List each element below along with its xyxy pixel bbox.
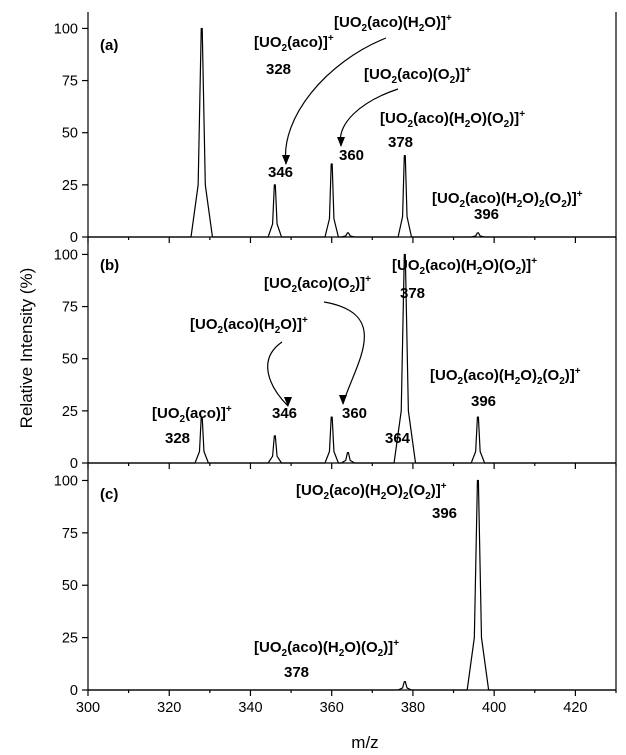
x-tick-label: 380	[401, 700, 425, 716]
ion-label: [UO2(aco)(O2)]+	[264, 274, 371, 295]
x-tick-label: 400	[482, 700, 506, 716]
panel-b: 0 25 50 75 100 (b) [UO2(aco)]+ 328 [UO2(aco)(H2O…	[54, 238, 616, 472]
y-tick-label: 0	[70, 456, 78, 472]
ion-label: [UO2(aco)]+	[254, 33, 334, 54]
y-tick-label: 50	[62, 578, 78, 594]
ion-label: [UO2(aco)(H2O)(O2)]+	[392, 256, 537, 277]
ion-label: [UO2(aco)(H2O)2(O2)]+	[296, 481, 447, 502]
y-tick-label: 50	[62, 126, 78, 142]
peak-mz-label: 360	[339, 147, 364, 164]
ion-label: [UO2(aco)(H2O)2(O2)]+	[430, 366, 581, 387]
x-tick-label: 300	[76, 700, 100, 716]
ion-label: [UO2(aco)(O2)]+	[364, 65, 471, 86]
ion-label: [UO2(aco)(H2O)(O2)]+	[380, 109, 525, 130]
y-axis-title: Relative Intensity (%)	[17, 268, 36, 429]
panel-label: (c)	[100, 486, 118, 503]
y-tick-label: 75	[62, 300, 78, 316]
arrowhead-icon	[337, 137, 345, 147]
panel-label: (b)	[100, 257, 119, 274]
peak-mz-label: 396	[432, 505, 457, 522]
x-tick-label: 340	[238, 700, 262, 716]
panel-label: (a)	[100, 37, 118, 54]
y-tick-label: 100	[54, 247, 78, 263]
x-tick-label: 320	[157, 700, 181, 716]
peak-mz-label: 396	[474, 206, 499, 223]
ion-label: [UO2(aco)(H2O)2(O2)]+	[432, 189, 583, 210]
peak-mz-label: 346	[268, 164, 293, 181]
panel-a: 0 25 50 75 100 (a) [UO2(aco)]+ 328 [UO2(aco)(H2O…	[54, 12, 616, 246]
y-tick-label: 100	[54, 473, 78, 489]
y-tick-label: 0	[70, 230, 78, 246]
annotation-arrow	[324, 302, 364, 404]
y-tick-label: 0	[70, 683, 78, 699]
ion-label: [UO2(aco)(H2O)(O2)]+	[254, 638, 399, 659]
y-tick-label: 50	[62, 352, 78, 368]
y-tick-label: 25	[62, 631, 78, 647]
panel-c: 0 25 50 75 100 300 320 340 360 380 400 420 (c) [UO2(a…	[54, 464, 616, 716]
arrowhead-icon	[339, 395, 347, 405]
peak-mz-label: 396	[471, 393, 496, 410]
x-tick-label: 360	[320, 700, 344, 716]
peak-mz-label: 378	[400, 285, 425, 302]
peak-mz-label: 378	[388, 134, 413, 151]
peak-mz-label: 364	[385, 430, 411, 447]
peak-mz-label: 328	[165, 430, 190, 447]
spectra-panels: 0 25 50 75 100 (a) [UO2(aco)]+ 328 [UO2(aco)(H2O…	[54, 12, 616, 716]
y-tick-label: 25	[62, 404, 78, 420]
ion-label: [UO2(aco)]+	[152, 404, 232, 425]
x-tick-label: 420	[563, 700, 587, 716]
peak-mz-label: 346	[272, 405, 297, 422]
annotation-arrow	[268, 342, 288, 406]
spectrum-trace	[88, 480, 616, 690]
peak-mz-label: 328	[266, 61, 291, 78]
ion-label: [UO2(aco)(H2O)]+	[190, 315, 308, 336]
x-axis-title: m/z	[351, 733, 378, 752]
y-tick-label: 75	[62, 526, 78, 542]
ion-label: [UO2(aco)(H2O)]+	[334, 13, 452, 34]
y-tick-label: 75	[62, 74, 78, 90]
peak-mz-label: 360	[342, 405, 367, 422]
peak-mz-label: 378	[284, 664, 309, 681]
y-tick-label: 100	[54, 21, 78, 37]
y-tick-label: 25	[62, 178, 78, 194]
